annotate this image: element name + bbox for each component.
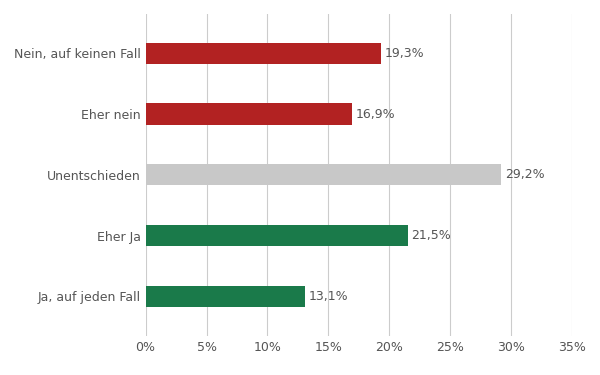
Bar [146, 164, 502, 186]
Text: 16,9%: 16,9% [355, 108, 395, 121]
Text: 21,5%: 21,5% [412, 229, 451, 242]
Text: 19,3%: 19,3% [385, 47, 424, 60]
Bar [146, 225, 407, 246]
Text: 29,2%: 29,2% [505, 168, 545, 182]
Text: 13,1%: 13,1% [309, 290, 349, 303]
Bar [146, 104, 352, 125]
Bar [146, 286, 305, 307]
Bar [146, 43, 381, 64]
